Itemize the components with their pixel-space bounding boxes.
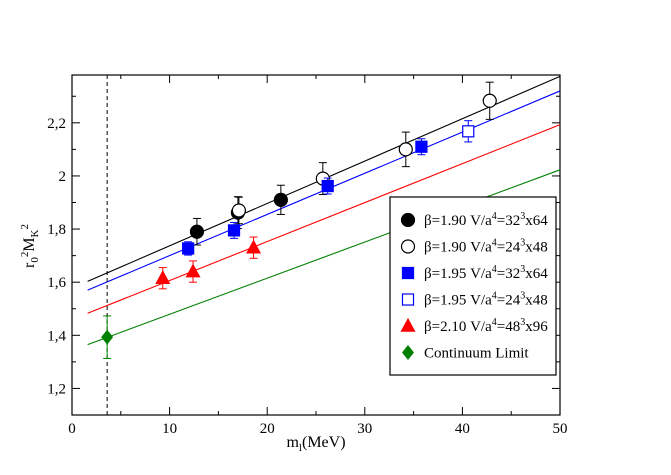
- data-point-s0-p0: [189, 224, 205, 239]
- data-point-s2-p3: [415, 140, 428, 153]
- data-point-s2-p0: [182, 242, 195, 255]
- y-tick-label: 1,6: [47, 275, 66, 291]
- legend-marker-3: [401, 293, 415, 306]
- y-axis-label-sup2b: 2: [19, 224, 31, 230]
- x-tick-label: 20: [260, 421, 275, 437]
- x-tick-label: 0: [68, 421, 76, 437]
- data-point-s1-p0: [231, 203, 246, 218]
- y-axis-label-subk: K: [29, 229, 41, 237]
- data-point-s2-p2: [321, 179, 334, 193]
- y-axis-label-m: M: [21, 237, 38, 251]
- x-tick-label: 50: [553, 421, 568, 437]
- x-tick-label: 40: [455, 421, 470, 437]
- x-axis-label: ml(MeV): [286, 434, 345, 454]
- y-tick-label: 1,8: [47, 222, 66, 238]
- data-point-s1-p3: [482, 93, 497, 108]
- y-tick-label: 1,4: [47, 328, 66, 344]
- legend-label-3: β=1.95 V/a4=243x48: [424, 291, 548, 309]
- x-tick-label: 10: [162, 421, 177, 437]
- x-tick-label: 30: [357, 421, 372, 437]
- y-tick-label: 2,2: [47, 116, 66, 132]
- legend-label-1: β=1.90 V/a4=243x48: [424, 238, 548, 256]
- y-tick-label: 2: [59, 169, 67, 185]
- y-axis-label-r: r: [21, 262, 38, 268]
- legend-marker-1: [400, 239, 416, 254]
- data-point-s3-p0: [462, 125, 475, 138]
- legend-marker-5: [402, 345, 414, 360]
- legend-label-4: β=2.10 V/a4=483x96: [424, 317, 548, 335]
- x-axis-label-main: m: [286, 434, 299, 451]
- data-point-s2-p1: [227, 224, 241, 237]
- data-point-s4-p1: [185, 263, 201, 278]
- data-point-s1-p2: [398, 142, 413, 157]
- y-axis-label-sub0: 0: [29, 257, 41, 263]
- legend-marker-2: [401, 266, 415, 280]
- data-point-s5-p0: [101, 329, 114, 345]
- data-point-s4-p0: [155, 270, 171, 285]
- legend-box: [389, 196, 557, 376]
- legend-marker-0: [400, 212, 416, 228]
- y-tick-label: 1,2: [47, 381, 66, 397]
- legend: β=1.90 V/a4=323x64 β=1.90 V/a4=243x48 β=1.…: [389, 196, 557, 376]
- y-axis-label-sup2: 2: [19, 252, 31, 258]
- legend-label-2: β=1.95 V/a4=323x64: [424, 264, 548, 282]
- x-axis-label-unit: (MeV): [302, 434, 346, 451]
- x-axis-label-sub: l: [299, 442, 302, 454]
- legend-label-5: Continuum Limit: [424, 346, 529, 362]
- data-point-s0-p2: [273, 192, 288, 207]
- legend-label-0: β=1.90 V/a4=323x64: [424, 211, 548, 229]
- data-point-s4-p2: [246, 239, 262, 254]
- y-axis-label: r02MK2: [19, 224, 41, 268]
- legend-marker-4: [400, 317, 416, 332]
